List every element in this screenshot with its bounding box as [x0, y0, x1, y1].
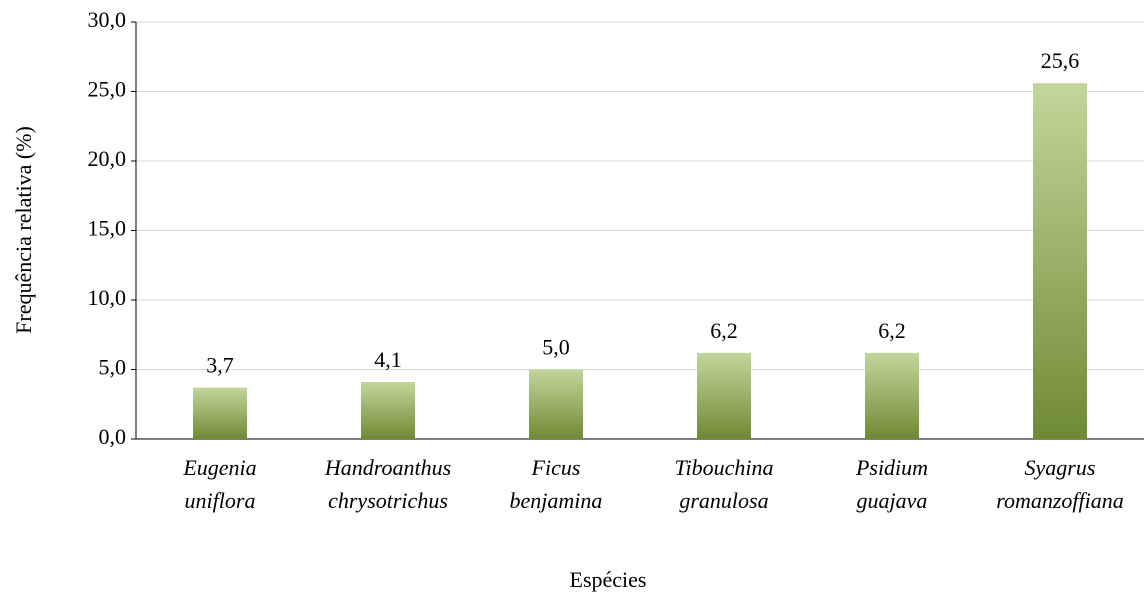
value-label: 4,1: [374, 347, 402, 372]
value-label: 6,2: [710, 318, 738, 343]
y-tick-label: 30,0: [88, 7, 127, 32]
y-tick-label: 5,0: [99, 355, 127, 380]
y-axis-title: Frequência relativa (%): [11, 126, 36, 334]
bar: [361, 382, 415, 439]
value-label: 25,6: [1041, 48, 1080, 73]
x-tick-label: Syagrus romanzoffiana: [996, 455, 1124, 513]
bar: [529, 369, 583, 439]
y-tick-label: 10,0: [88, 285, 127, 310]
value-label: 3,7: [206, 353, 234, 378]
value-label: 6,2: [878, 318, 906, 343]
value-label: 5,0: [542, 335, 570, 360]
bar: [1033, 83, 1087, 439]
y-tick-label: 0,0: [99, 424, 127, 449]
x-tick-label: Handroanthus chrysotrichus: [324, 455, 451, 513]
y-tick-label: 25,0: [88, 77, 127, 102]
bar: [865, 352, 919, 439]
x-tick-label: Eugenia uniflora: [182, 455, 256, 513]
bar: [193, 387, 247, 439]
bar: [697, 352, 751, 439]
y-tick-label: 15,0: [88, 216, 127, 241]
x-tick-label: Ficus benjamina: [510, 455, 603, 513]
x-axis-title: Espécies: [570, 567, 647, 592]
x-tick-label: Tibouchina granulosa: [674, 455, 773, 513]
x-tick-label: Psidium guajava: [855, 455, 928, 513]
y-tick-label: 20,0: [88, 146, 127, 171]
